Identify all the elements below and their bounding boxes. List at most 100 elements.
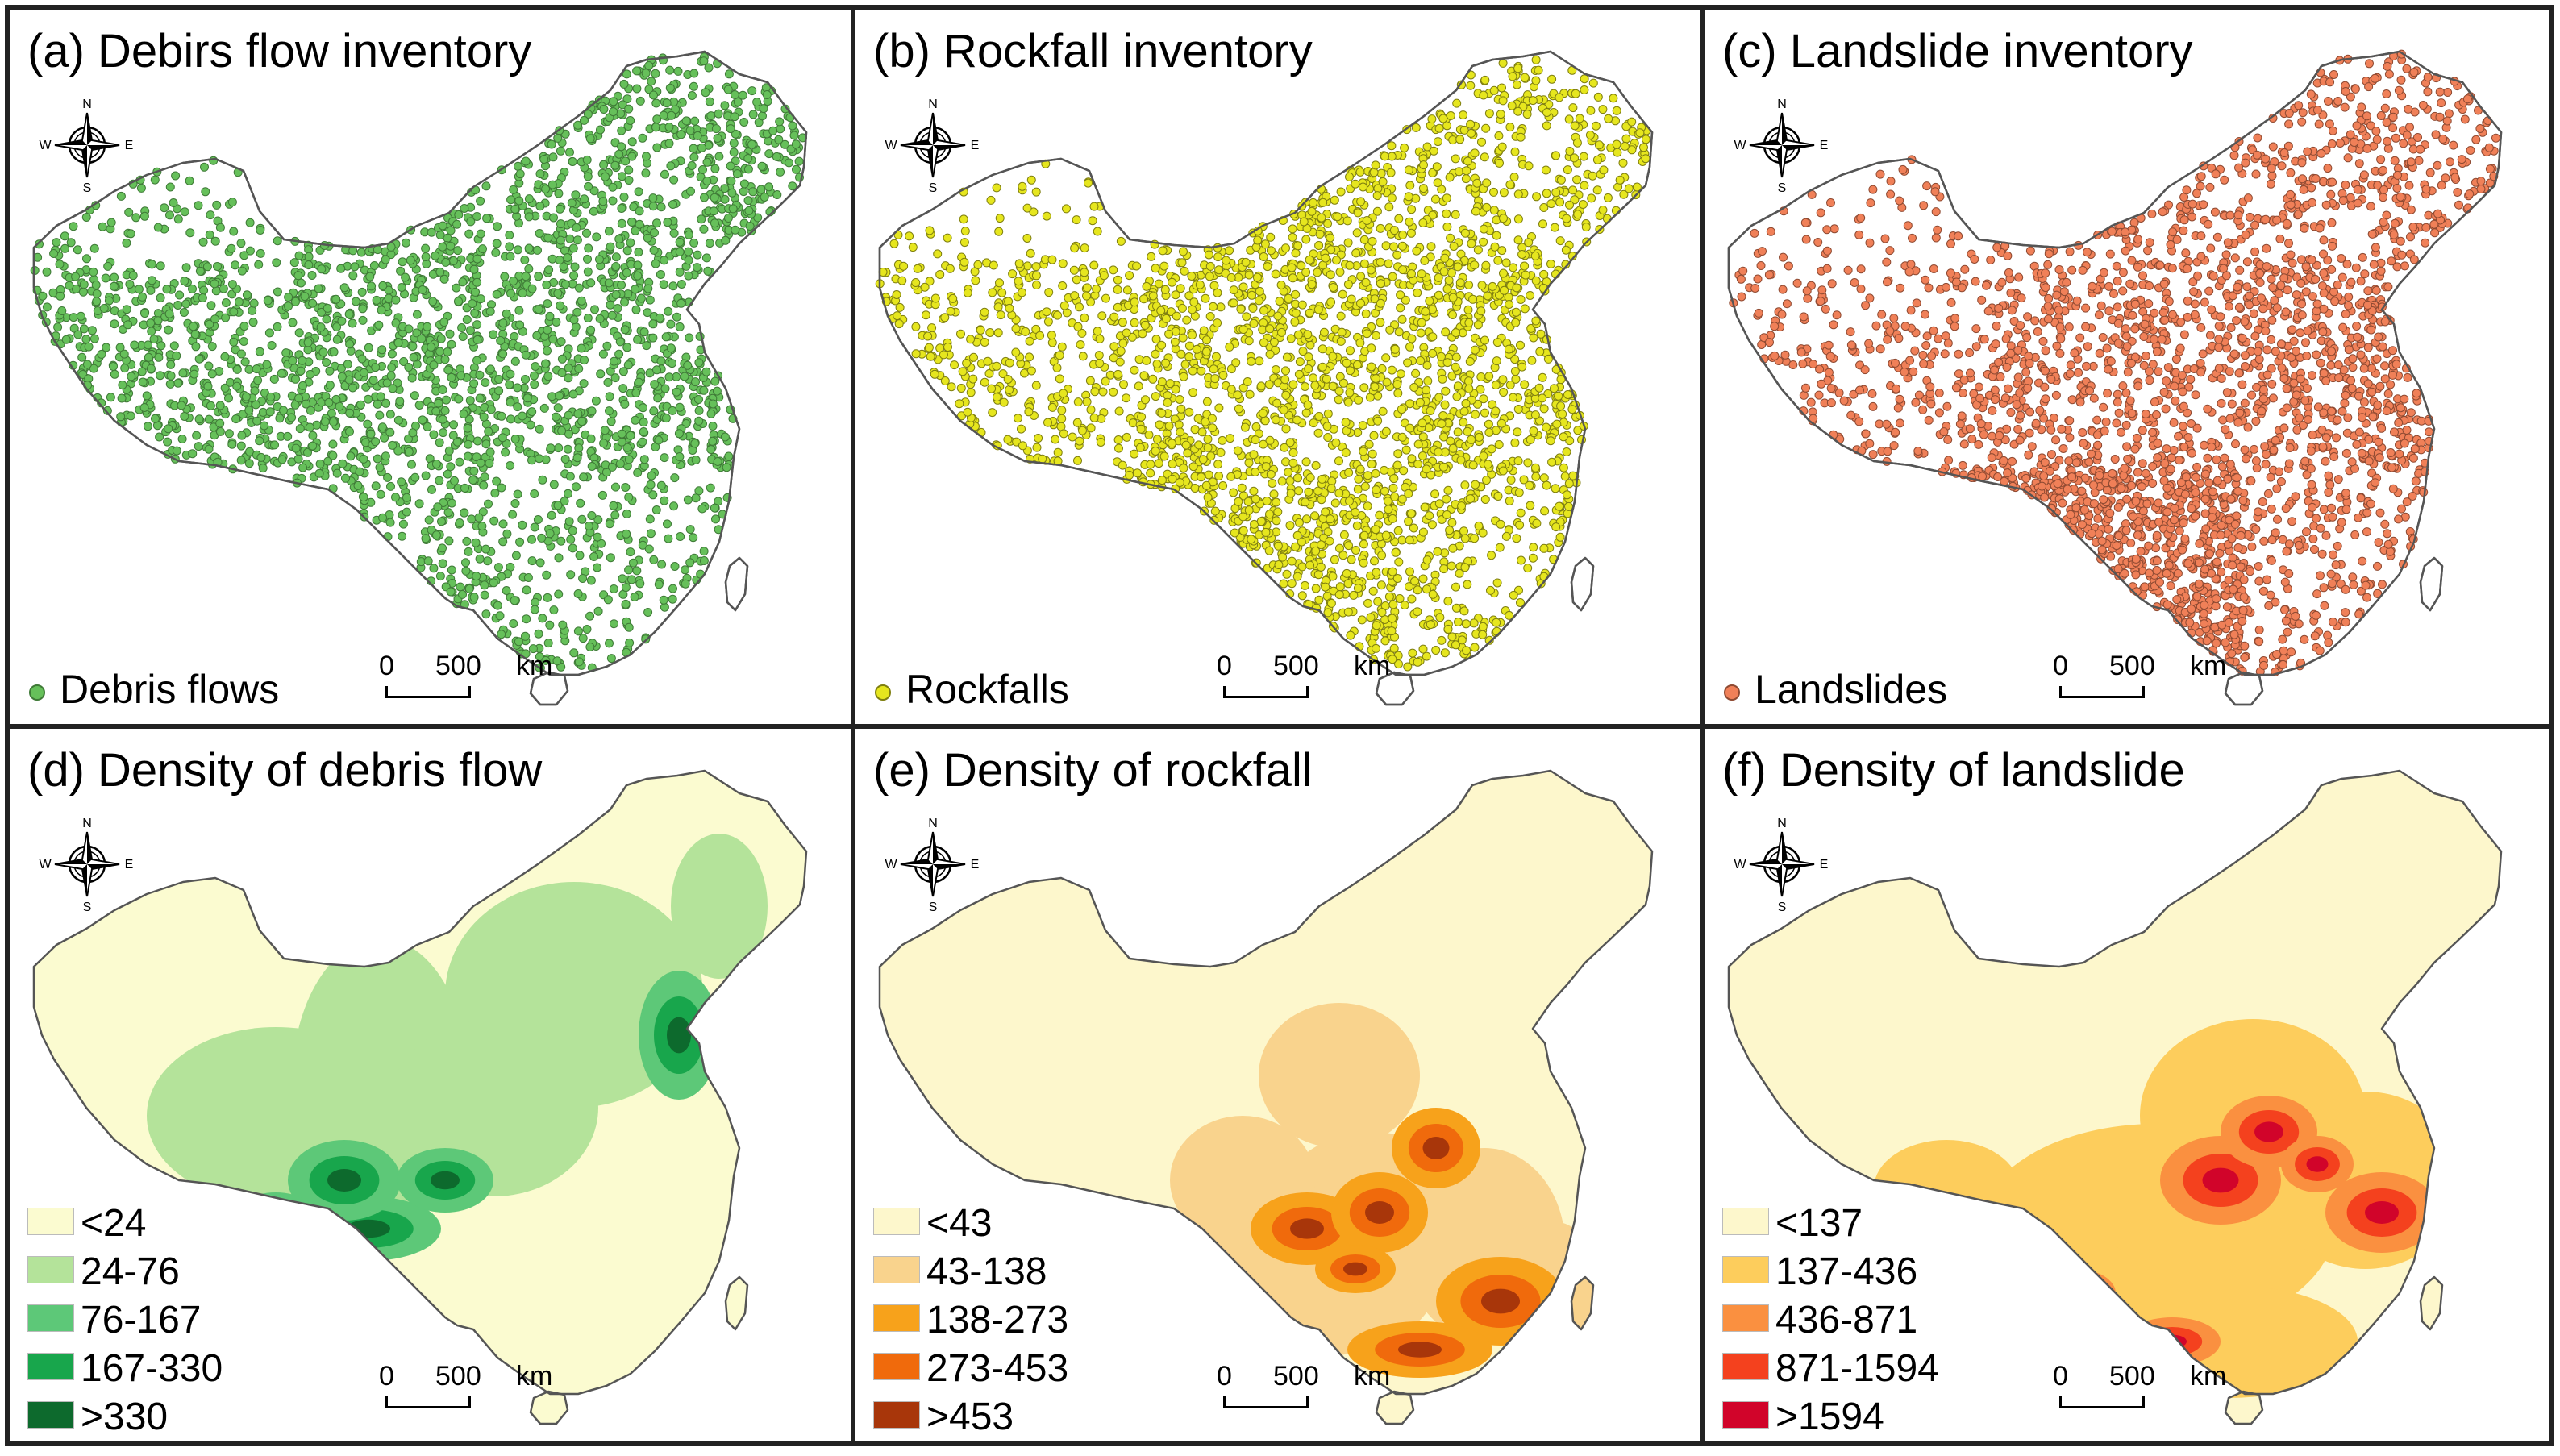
map-china (875, 50, 1654, 706)
panel-title: (a) Debirs flow inventory (27, 25, 532, 77)
density-surface (66, 834, 768, 1325)
legend-point: Rockfalls (875, 666, 1069, 713)
compass-icon: N S E W (39, 817, 134, 913)
compass-label: W (885, 139, 897, 152)
country-boundary (878, 50, 1654, 706)
compass-label: E (125, 858, 134, 872)
panel-title: (f) Density of landslide (1722, 744, 2185, 797)
compass-label: W (39, 139, 52, 152)
country-boundary (32, 769, 808, 1425)
scale-zero: 0 (379, 651, 394, 681)
legend-swatch (1722, 1304, 1769, 1332)
legend-swatch (27, 1353, 74, 1380)
legend-label: 137-436 (1775, 1250, 1918, 1293)
legend-label: <24 (81, 1202, 147, 1245)
density-surface (1170, 1003, 1605, 1378)
panel-title: (c) Landslide inventory (1722, 25, 2193, 77)
compass-label: N (82, 817, 92, 830)
scale-unit: km (2190, 1361, 2227, 1392)
scale-zero: 0 (2053, 1361, 2068, 1392)
compass-label: S (1778, 901, 1787, 913)
legend-label: 167-330 (81, 1347, 223, 1390)
legend-label: Debris flows (60, 667, 280, 712)
legend-dot (875, 684, 891, 701)
scale-distance: 500 (2109, 1361, 2155, 1392)
divider (10, 724, 2549, 729)
panel-landslide-density: (f) Density of landslide N S E W 0 500 km <… (1705, 729, 2549, 1441)
legend-swatch (27, 1208, 74, 1235)
compass-icon: N S E W (885, 817, 979, 913)
hazard-points (30, 52, 807, 673)
compass-label: S (929, 901, 938, 913)
legend-label: <43 (926, 1202, 993, 1245)
legend-point: Landslides (1724, 666, 1947, 713)
legend-swatch (1722, 1208, 1769, 1235)
legend-label: 43-138 (926, 1250, 1047, 1293)
scale-unit: km (516, 651, 553, 681)
panel-landslide-inventory: (c) Landslide inventory N S E W 0 500 km La… (1705, 10, 2549, 724)
compass-label: E (1820, 139, 1829, 152)
scale-distance: 500 (1273, 651, 1319, 681)
scale-distance: 500 (1273, 1361, 1319, 1392)
panel-title: (b) Rockfall inventory (873, 25, 1313, 77)
compass-label: W (39, 858, 52, 872)
legend-dot (1724, 684, 1740, 701)
scale-line (385, 686, 471, 698)
legend-label: >330 (81, 1396, 169, 1438)
scale-zero: 0 (2053, 651, 2068, 681)
legend-label: 436-871 (1775, 1299, 1918, 1342)
legend-swatch (873, 1208, 920, 1235)
legend-label: 273-453 (926, 1347, 1069, 1390)
legend-swatch (873, 1401, 920, 1429)
compass-icon: N S E W (1734, 98, 1829, 193)
compass-icon: N S E W (1734, 817, 1828, 913)
legend-label: Rockfalls (905, 667, 1069, 712)
compass-label: N (82, 98, 92, 111)
legend-swatch (27, 1401, 74, 1429)
map-china (1727, 49, 2503, 706)
legend-label: >1594 (1775, 1396, 1884, 1438)
scale-zero: 0 (1217, 1361, 1232, 1392)
hazard-points (875, 55, 1651, 672)
scale-unit: km (516, 1361, 553, 1392)
scale-line (2059, 1396, 2145, 1408)
compass-label: S (83, 901, 92, 913)
map-china (878, 769, 1654, 1425)
compass-label: S (929, 181, 938, 193)
scale-unit: km (1354, 651, 1391, 681)
scale-bar: 0 500 km (379, 1361, 572, 1441)
country-boundary (1727, 769, 2503, 1425)
legend-label: <137 (1775, 1202, 1863, 1245)
map-china (32, 769, 808, 1425)
scale-line (1223, 1396, 1309, 1408)
country-boundary (1727, 50, 2503, 706)
legend-label: 24-76 (81, 1250, 180, 1293)
legend-point: Debris flows (29, 666, 279, 713)
compass-label: W (1734, 139, 1746, 152)
scale-zero: 0 (1217, 651, 1232, 681)
compass-icon: N S E W (885, 98, 980, 193)
scale-distance: 500 (435, 651, 481, 681)
legend-swatch (873, 1353, 920, 1380)
legend-label: 76-167 (81, 1299, 202, 1342)
country-boundary (878, 769, 1654, 1425)
compass-label: W (885, 858, 897, 872)
scale-bar: 0 500 km (379, 651, 572, 724)
map-china (1727, 769, 2503, 1425)
compass-label: S (83, 181, 92, 193)
legend-swatch (873, 1304, 920, 1332)
compass-label: E (971, 139, 980, 152)
scale-distance: 500 (2109, 651, 2155, 681)
scale-unit: km (2190, 651, 2227, 681)
legend-label: Landslides (1755, 667, 1948, 712)
compass-label: N (928, 98, 938, 111)
country-boundary (878, 50, 1654, 706)
legend-swatch (1722, 1256, 1769, 1283)
scale-line (1223, 686, 1309, 698)
compass-label: W (1734, 858, 1746, 872)
scale-bar: 0 500 km (1217, 1361, 1410, 1441)
legend-swatch (27, 1304, 74, 1332)
compass-label: S (1778, 181, 1787, 193)
